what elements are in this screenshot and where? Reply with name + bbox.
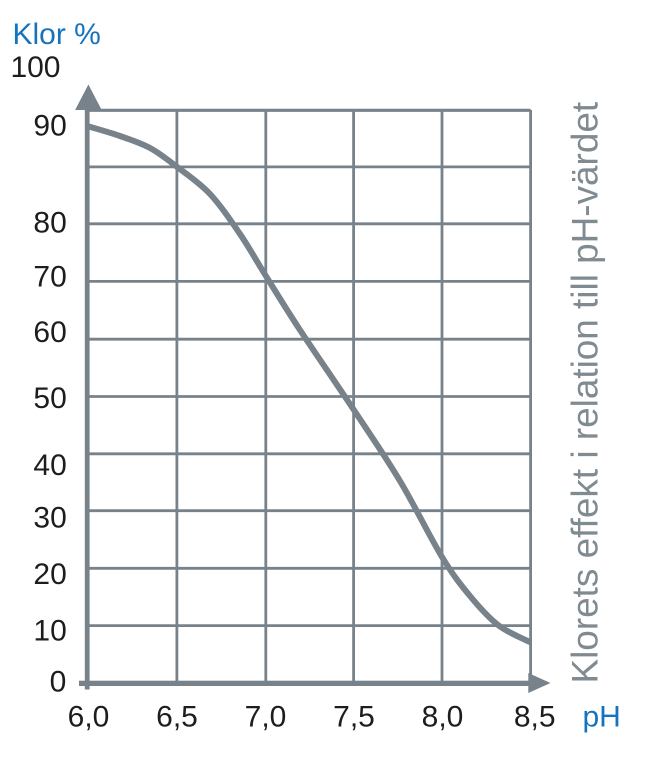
svg-text:Klor %: Klor % [13, 18, 101, 51]
svg-text:8,0: 8,0 [422, 700, 464, 733]
svg-text:20: 20 [33, 558, 66, 591]
svg-text:50: 50 [33, 382, 66, 415]
svg-text:Klorets effekt i relation till: Klorets effekt i relation till pH-värdet [565, 102, 606, 684]
svg-text:60: 60 [33, 316, 66, 349]
svg-text:90: 90 [33, 110, 66, 143]
svg-text:8,5: 8,5 [514, 700, 556, 733]
svg-text:100: 100 [10, 51, 60, 84]
svg-text:40: 40 [33, 449, 66, 482]
svg-text:30: 30 [33, 501, 66, 534]
svg-text:6,0: 6,0 [68, 700, 110, 733]
svg-text:7,5: 7,5 [333, 700, 375, 733]
svg-text:10: 10 [33, 614, 66, 647]
svg-text:0: 0 [50, 665, 67, 698]
svg-text:6,5: 6,5 [156, 700, 198, 733]
svg-text:80: 80 [33, 207, 66, 240]
svg-text:pH: pH [583, 700, 621, 733]
svg-text:70: 70 [33, 261, 66, 294]
svg-text:7,0: 7,0 [245, 700, 287, 733]
